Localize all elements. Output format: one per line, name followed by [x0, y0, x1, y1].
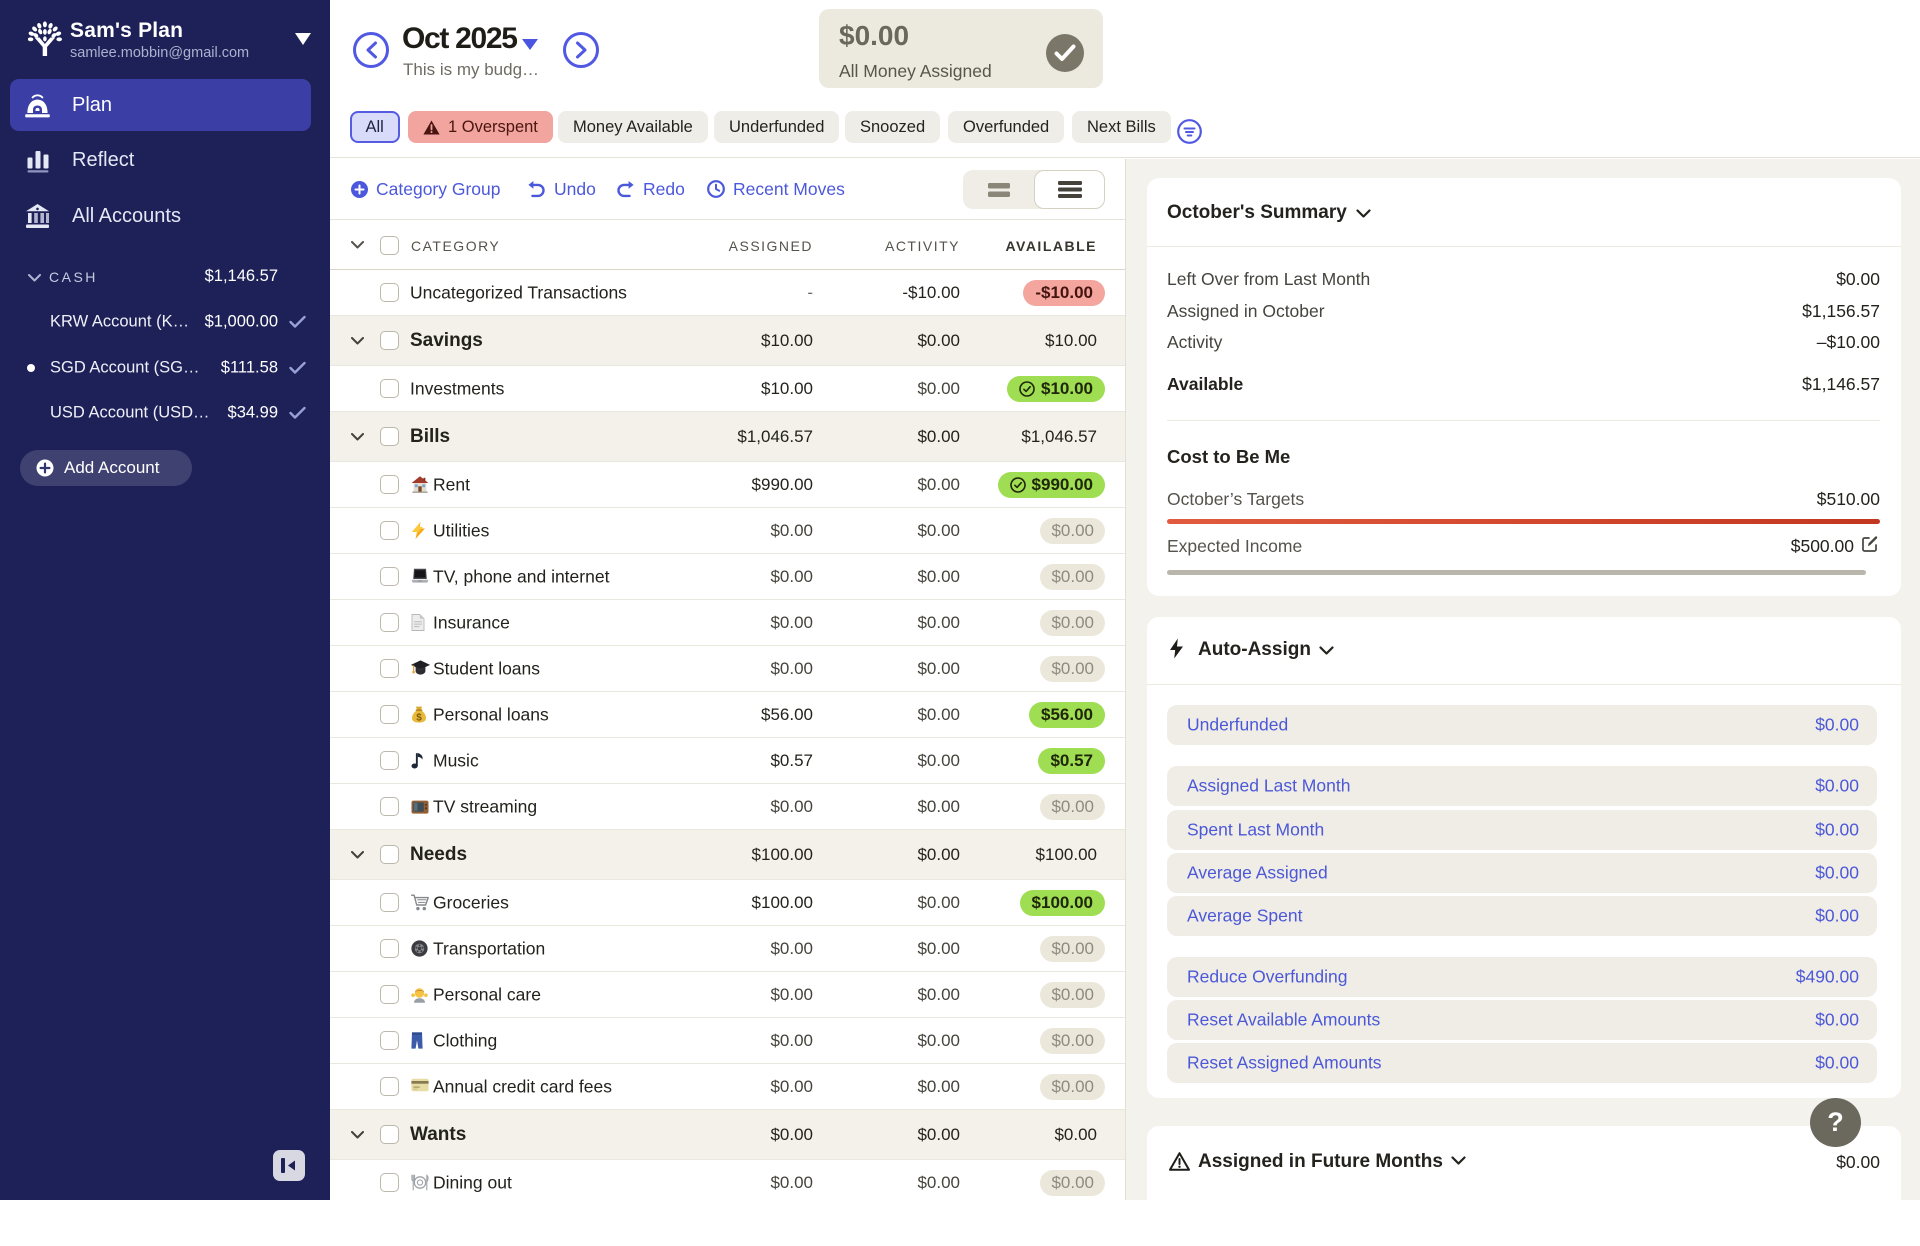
svg-text:$: $ [416, 712, 422, 723]
